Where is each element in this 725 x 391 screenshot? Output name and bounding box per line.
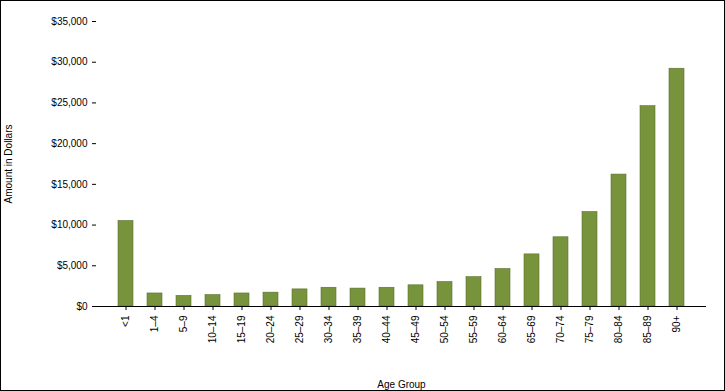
svg-text:10–14: 10–14 bbox=[207, 315, 218, 343]
svg-text:1–4: 1–4 bbox=[149, 315, 160, 332]
svg-text:40–44: 40–44 bbox=[381, 315, 392, 343]
svg-text:$5,000: $5,000 bbox=[57, 260, 88, 271]
svg-text:Age Group: Age Group bbox=[377, 379, 426, 390]
svg-text:$30,000: $30,000 bbox=[51, 56, 88, 67]
svg-text:45–49: 45–49 bbox=[410, 315, 421, 343]
svg-text:70–74: 70–74 bbox=[555, 315, 566, 343]
svg-text:75–79: 75–79 bbox=[584, 315, 595, 343]
svg-text:35–39: 35–39 bbox=[352, 315, 363, 343]
svg-text:5–9: 5–9 bbox=[178, 315, 189, 332]
svg-text:$25,000: $25,000 bbox=[51, 97, 88, 108]
svg-text:80–84: 80–84 bbox=[613, 315, 624, 343]
svg-text:<1: <1 bbox=[120, 315, 131, 327]
svg-text:Amount in Dollars: Amount in Dollars bbox=[3, 125, 14, 204]
svg-text:15–19: 15–19 bbox=[236, 315, 247, 343]
svg-text:85–89: 85–89 bbox=[642, 315, 653, 343]
svg-text:$35,000: $35,000 bbox=[51, 16, 88, 27]
svg-text:65–69: 65–69 bbox=[526, 315, 537, 343]
svg-text:30–34: 30–34 bbox=[323, 315, 334, 343]
svg-text:20–24: 20–24 bbox=[265, 315, 276, 343]
svg-text:$0: $0 bbox=[76, 301, 88, 312]
svg-text:$10,000: $10,000 bbox=[51, 219, 88, 230]
svg-text:25–29: 25–29 bbox=[294, 315, 305, 343]
svg-text:$15,000: $15,000 bbox=[51, 179, 88, 190]
svg-text:90+: 90+ bbox=[671, 315, 682, 332]
svg-text:50–54: 50–54 bbox=[439, 315, 450, 343]
svg-text:55–59: 55–59 bbox=[468, 315, 479, 343]
svg-text:60–64: 60–64 bbox=[497, 315, 508, 343]
svg-text:$20,000: $20,000 bbox=[51, 138, 88, 149]
